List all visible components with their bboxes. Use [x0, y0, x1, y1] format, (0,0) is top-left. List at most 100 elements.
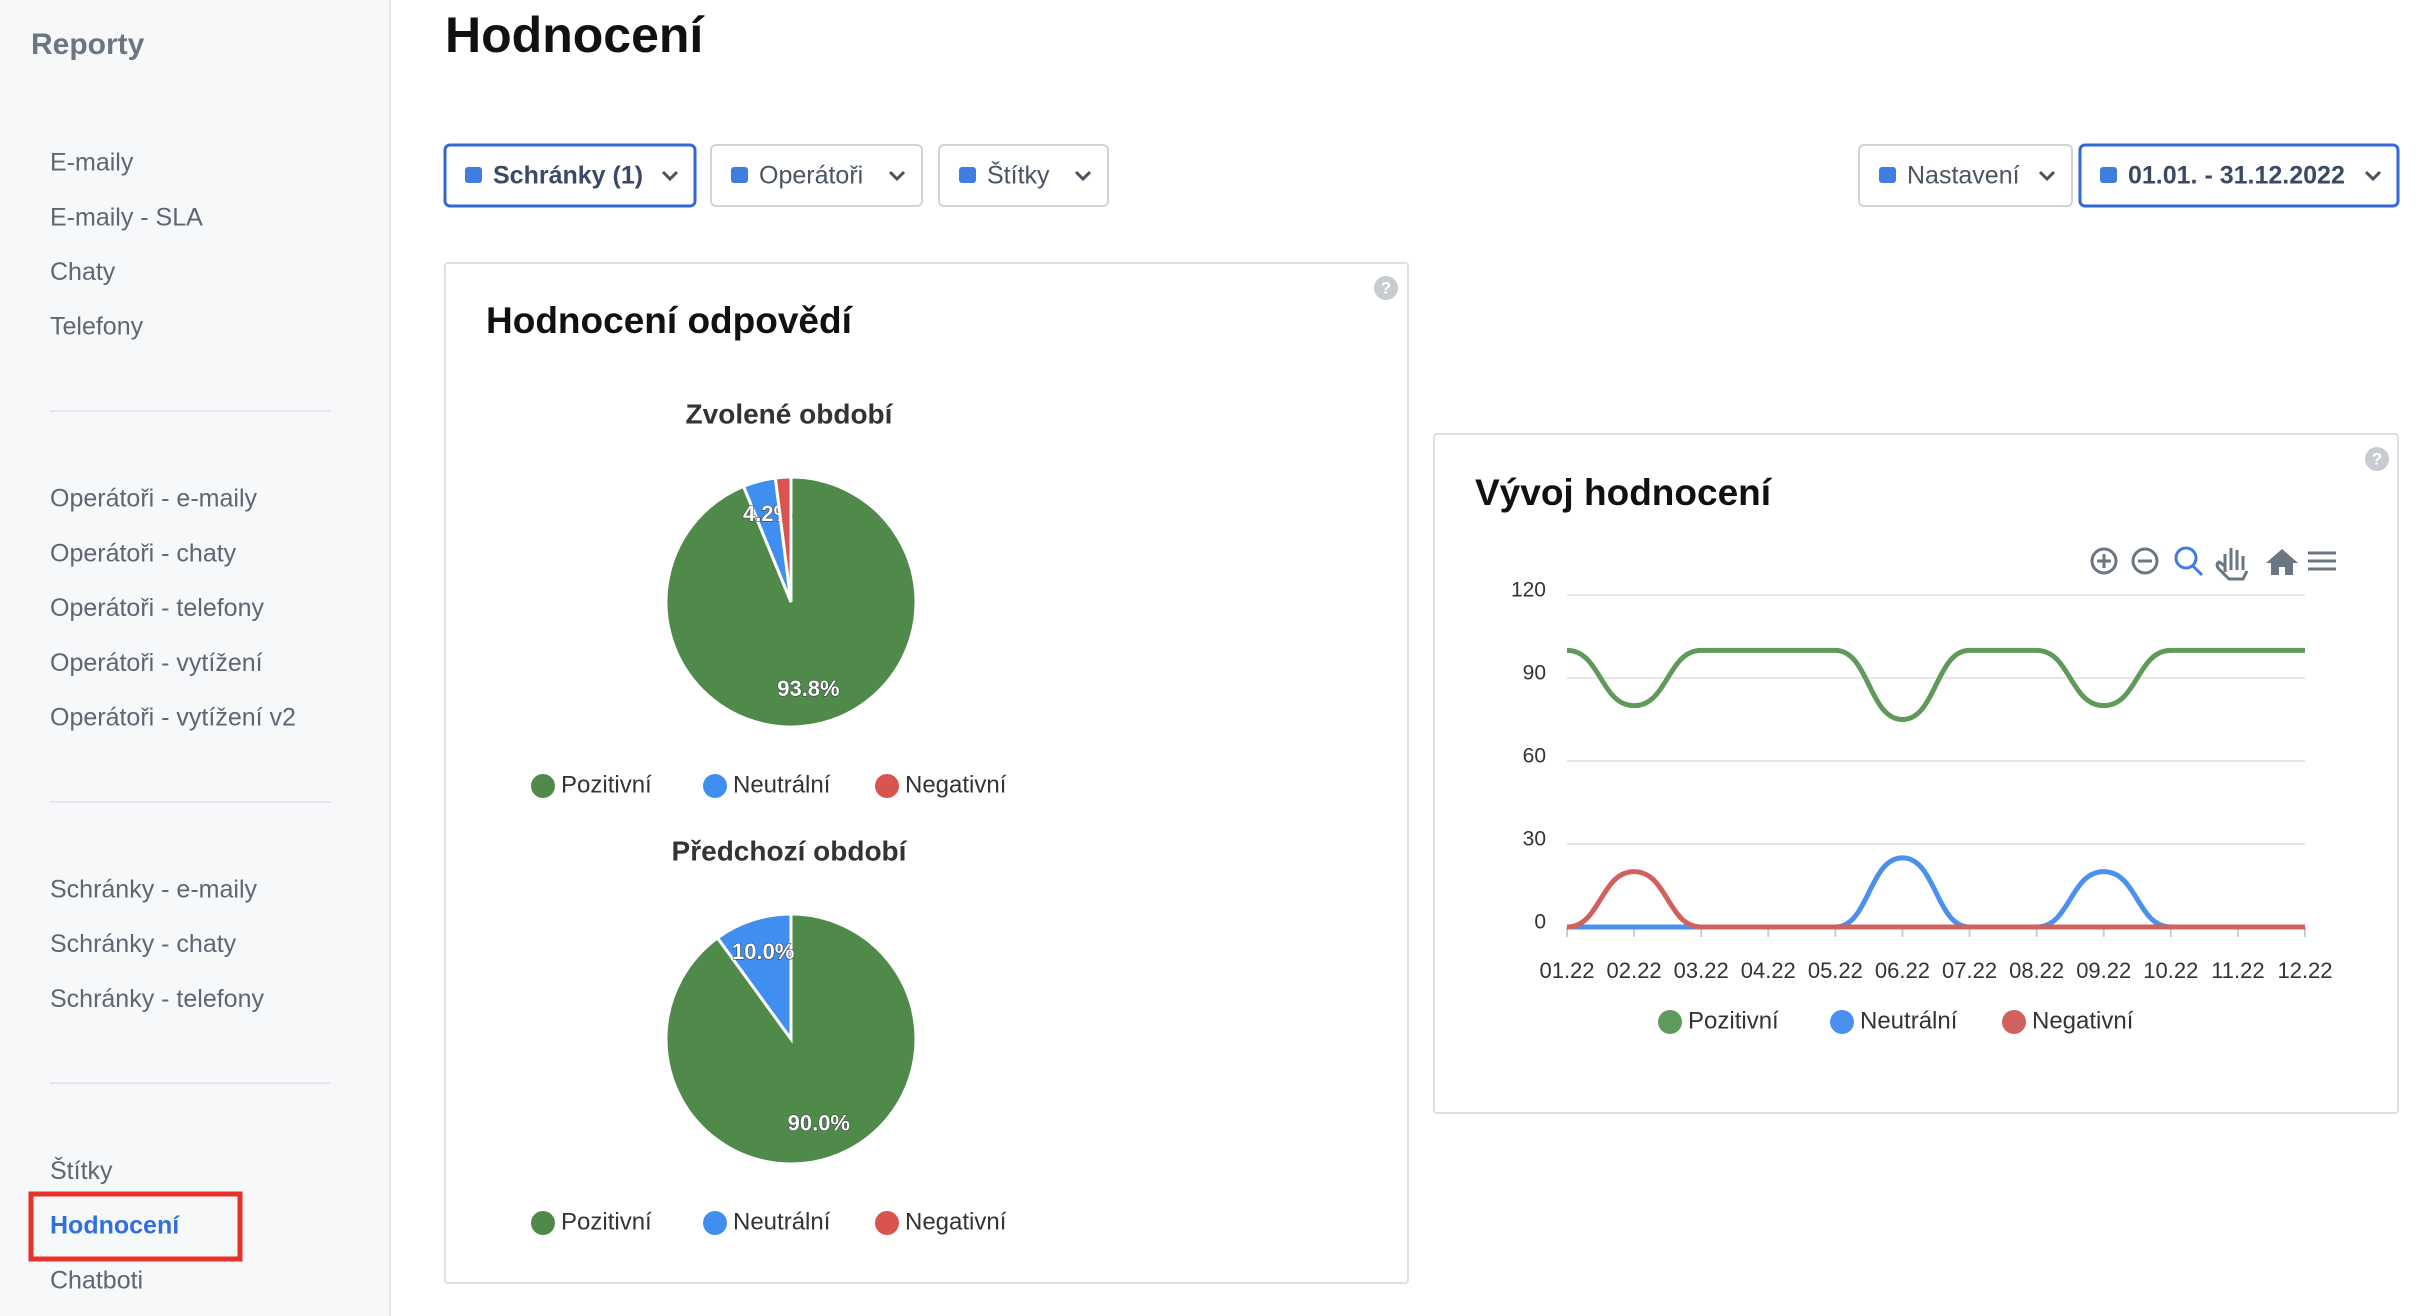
filter-button[interactable]: Operátoři [710, 144, 923, 207]
y-tick-label: 0 [1534, 911, 1546, 934]
series-line [1566, 647, 2305, 722]
button-label: Štítky [987, 161, 1050, 190]
legend-marker [531, 774, 555, 798]
reset[interactable] [2266, 549, 2298, 575]
legend-item[interactable]: Neutrální [1830, 1007, 1958, 1034]
menu-item[interactable]: Operátoři - e-maily [50, 485, 257, 513]
slice-label: 93.8% [777, 676, 839, 701]
zoom-out[interactable] [2131, 547, 2159, 575]
x-tick-label: 03.22 [1674, 958, 1729, 983]
highlight-box [28, 1191, 243, 1262]
legend-label: Negativní [905, 771, 1007, 798]
button-icon [959, 167, 976, 183]
x-tick-label: 05.22 [1808, 958, 1863, 983]
x-tick-label: 07.22 [1942, 958, 1997, 983]
button-label: Nastavení [1907, 162, 2020, 190]
button-icon [465, 167, 482, 183]
x-tick-label: 08.22 [2009, 958, 2064, 983]
menu-item[interactable]: Schránky - telefony [50, 985, 264, 1013]
y-tick-label: 60 [1523, 745, 1546, 768]
menu-item[interactable]: Chatboti [50, 1266, 143, 1294]
menu-item[interactable]: Operátoři - telefony [50, 594, 264, 622]
button-label: Schránky (1) [493, 162, 643, 190]
panel-title: Vývoj hodnocení [1475, 472, 1773, 513]
menu-item[interactable]: Schránky - e-maily [50, 876, 257, 904]
legend-item[interactable]: Negativní [875, 771, 1007, 798]
button-bg [938, 144, 1109, 207]
menu-item[interactable]: Hodnocení [50, 1212, 180, 1240]
slice-label: 10.0% [732, 939, 794, 964]
legend-item[interactable]: Pozitivní [1658, 1007, 1779, 1034]
legend-item[interactable]: Neutrální [703, 771, 831, 798]
button-bg [710, 144, 923, 207]
legend-item[interactable]: Pozitivní [531, 1208, 652, 1235]
zoom-in[interactable] [2090, 547, 2118, 575]
zoom[interactable] [2174, 546, 2204, 577]
button-label: 01.01. - 31.12.2022 [2128, 162, 2345, 190]
help-icon[interactable]: ? [1374, 276, 1398, 300]
svg-text:?: ? [2372, 449, 2382, 468]
chevron [2038, 170, 2056, 182]
button-icon [2100, 167, 2117, 183]
slice-label: 90.0% [788, 1110, 850, 1135]
filter-button[interactable]: Štítky [938, 144, 1109, 207]
legend-label: Neutrální [733, 771, 831, 798]
legend-item[interactable]: Negativní [2002, 1007, 2134, 1034]
x-tick-label: 06.22 [1875, 958, 1930, 983]
menu-item[interactable]: Chaty [50, 258, 116, 286]
panel-title: Hodnocení odpovědí [486, 300, 854, 341]
filter-button[interactable]: Schránky (1) [443, 143, 697, 208]
legend: Pozitivní Neutrální Negativní [1658, 1007, 2134, 1034]
svg-text:?: ? [1381, 278, 1391, 297]
button-bg [1858, 144, 2073, 207]
menu-item[interactable]: Operátoři - vytížení [50, 649, 263, 677]
legend-label: Pozitivní [561, 1208, 652, 1235]
legend-marker [703, 1211, 727, 1235]
menu-item[interactable]: Štítky [50, 1156, 113, 1185]
menu-item[interactable]: Telefony [50, 313, 144, 341]
legend-marker [2002, 1010, 2026, 1034]
menu[interactable] [2308, 551, 2336, 571]
filter-button[interactable]: 01.01. - 31.12.2022 [2078, 143, 2400, 208]
legend-item[interactable]: Pozitivní [531, 771, 652, 798]
legend-marker [531, 1211, 555, 1235]
page-title: Hodnocení [445, 7, 705, 63]
button-icon [1879, 167, 1896, 183]
chart-toolbar [2090, 546, 2336, 581]
legend-marker [703, 774, 727, 798]
x-tick-label: 02.22 [1607, 958, 1662, 983]
x-tick-label: 11.22 [2211, 958, 2264, 983]
menu-item[interactable]: Schránky - chaty [50, 930, 237, 958]
button-bg [2078, 143, 2400, 208]
menu-item[interactable]: Operátoři - vytížení v2 [50, 704, 296, 732]
y-tick-label: 90 [1523, 662, 1546, 685]
legend-label: Neutrální [1860, 1007, 1958, 1034]
pie-slice [715, 912, 793, 1044]
menu-item[interactable]: E-maily - SLA [50, 203, 203, 231]
sidebar [0, 0, 390, 1316]
button-bg [443, 143, 697, 208]
legend-label: Neutrální [733, 1208, 831, 1235]
legend-marker [1830, 1010, 1854, 1034]
legend-item[interactable]: Neutrální [703, 1208, 831, 1235]
help-icon[interactable]: ? [2365, 447, 2389, 471]
x-tick-label: 01.22 [1539, 958, 1594, 983]
legend-item[interactable]: Negativní [875, 1208, 1007, 1235]
pie-title: Zvolené období [686, 398, 894, 429]
x-tick-label: 10.22 [2143, 958, 2198, 983]
menu-item[interactable]: Operátoři - chaty [50, 539, 237, 567]
legend-label: Negativní [905, 1208, 1007, 1235]
menu-item[interactable]: E-maily [50, 149, 134, 177]
panel [1433, 433, 2399, 1114]
sidebar-title: Reporty [31, 28, 145, 61]
legend-marker [875, 1211, 899, 1235]
button-label: Operátoři [759, 162, 863, 190]
filter-button[interactable]: Nastavení [1858, 144, 2073, 207]
chevron [1074, 170, 1092, 182]
x-tick-label: 12.22 [2277, 958, 2332, 983]
pie-title: Předchozí období [672, 835, 908, 866]
chevron [888, 170, 906, 182]
legend-marker [875, 774, 899, 798]
pan[interactable] [2215, 548, 2249, 581]
